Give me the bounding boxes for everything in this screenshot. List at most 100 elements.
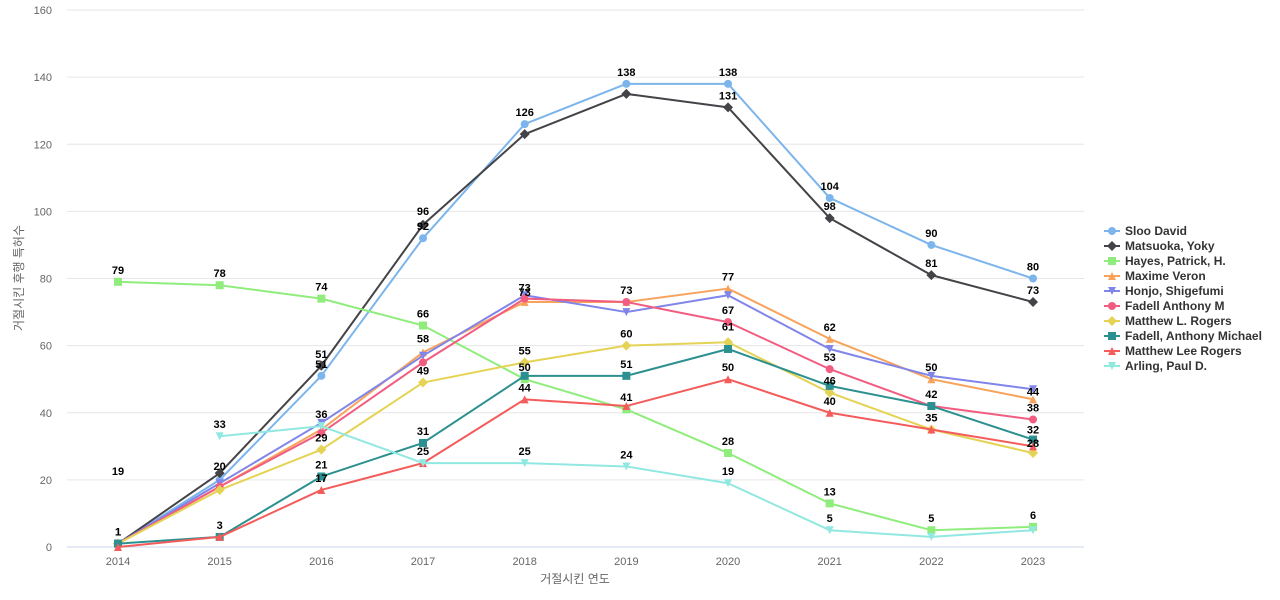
series-layer	[113, 79, 1039, 551]
y-tick-label: 100	[34, 206, 52, 218]
y-tick-label: 160	[34, 5, 52, 17]
series-point	[927, 532, 936, 541]
data-label: 28	[722, 436, 734, 448]
data-label: 73	[519, 282, 531, 294]
data-label: 66	[417, 308, 429, 320]
y-axis-ticks: 0 20 40 60 80 100 120 140 160	[34, 5, 52, 554]
series-point	[824, 387, 835, 398]
data-label: 60	[620, 329, 632, 341]
series-point	[317, 422, 326, 431]
legend-item[interactable]: Fadell Anthony M	[1104, 299, 1225, 313]
series-point	[621, 88, 632, 99]
data-label: 6	[1030, 510, 1036, 522]
series-point	[1028, 448, 1039, 459]
data-label: 74	[315, 282, 328, 294]
data-label: 79	[112, 265, 124, 277]
series-point	[723, 102, 734, 113]
x-tick-label: 2023	[1021, 556, 1045, 568]
data-label: 92	[417, 221, 429, 233]
series-point	[419, 438, 428, 447]
series-point	[724, 284, 733, 293]
x-tick-label: 2018	[512, 556, 536, 568]
legend-marker	[1108, 362, 1116, 370]
data-label: 13	[824, 486, 836, 498]
legend-label: Hayes, Patrick, H.	[1125, 254, 1226, 268]
series-point	[927, 425, 936, 434]
series-point	[1029, 526, 1038, 535]
legend-item[interactable]: Matsuoka, Yoky	[1104, 239, 1215, 253]
series-point	[825, 334, 834, 343]
series-4	[114, 291, 1038, 548]
series-point	[825, 365, 834, 374]
legend-item[interactable]: Hayes, Patrick, H.	[1104, 254, 1226, 268]
y-tick-label: 80	[40, 274, 52, 286]
legend-item[interactable]: Honjo, Shigefumi	[1104, 284, 1224, 298]
legend-label: Sloo David	[1125, 224, 1187, 238]
y-tick-label: 60	[40, 341, 52, 353]
series-point	[724, 375, 733, 384]
data-label: 58	[417, 333, 429, 345]
data-label: 42	[925, 389, 937, 401]
legend-item[interactable]: Fadell, Anthony Michael	[1104, 329, 1262, 343]
legend-marker	[1108, 332, 1116, 340]
data-label: 61	[722, 321, 734, 333]
x-tick-label: 2014	[106, 556, 130, 568]
series-point	[215, 281, 224, 290]
series-point	[825, 408, 834, 417]
series-point	[724, 344, 733, 353]
series-line	[117, 92, 1034, 545]
x-tick-label: 2017	[411, 556, 435, 568]
x-tick-label: 2016	[309, 556, 333, 568]
y-tick-label: 20	[40, 475, 52, 487]
series-point	[723, 337, 734, 348]
series-point	[215, 432, 224, 441]
legend-item[interactable]: Matthew Lee Rogers	[1104, 344, 1242, 358]
series-point	[317, 371, 326, 380]
legend-item[interactable]: Arling, Paul D.	[1104, 359, 1207, 373]
series-point	[825, 526, 834, 535]
data-label: 24	[620, 449, 633, 461]
data-label: 77	[722, 272, 734, 284]
series-point	[317, 294, 326, 303]
series-point	[520, 294, 529, 303]
series-point	[419, 358, 428, 367]
data-label: 20	[214, 461, 226, 473]
data-label: 44	[1027, 386, 1040, 398]
series-line	[117, 294, 1034, 545]
legend-item[interactable]: Maxime Veron	[1104, 269, 1206, 283]
series-point	[824, 213, 835, 224]
legend-marker	[1108, 302, 1116, 310]
data-label: 41	[620, 392, 632, 404]
series-point	[622, 297, 631, 306]
data-label: 50	[519, 362, 531, 374]
series-point	[927, 371, 936, 380]
x-axis-ticks: 2014 2015 2016 2017 2018 2019 2020 2021 2022 2023	[106, 556, 1046, 568]
grid-lines	[67, 9, 1084, 548]
data-label: 51	[315, 359, 327, 371]
series-point	[1029, 435, 1038, 444]
series-point	[419, 351, 428, 360]
series-point	[926, 270, 937, 281]
series-point	[317, 485, 326, 494]
data-label: 31	[417, 426, 429, 438]
data-label: 131	[719, 90, 737, 102]
series-point	[114, 277, 122, 286]
legend-item[interactable]: Matthew L. Rogers	[1104, 314, 1232, 328]
series-point	[621, 340, 632, 351]
series-point	[520, 395, 529, 404]
series-point	[825, 499, 834, 508]
y-tick-label: 120	[34, 139, 52, 151]
data-label: 25	[417, 446, 429, 458]
series-point	[724, 291, 733, 300]
data-label: 50	[722, 362, 734, 374]
x-tick-label: 2020	[716, 556, 740, 568]
series-9	[215, 422, 1038, 541]
series-point	[927, 526, 936, 535]
legend-item[interactable]: Sloo David	[1104, 224, 1187, 238]
data-label: 90	[925, 228, 937, 240]
series-point	[419, 321, 428, 330]
series-point	[1029, 274, 1038, 283]
data-label: 3	[217, 520, 223, 532]
x-tick-label: 2021	[817, 556, 841, 568]
